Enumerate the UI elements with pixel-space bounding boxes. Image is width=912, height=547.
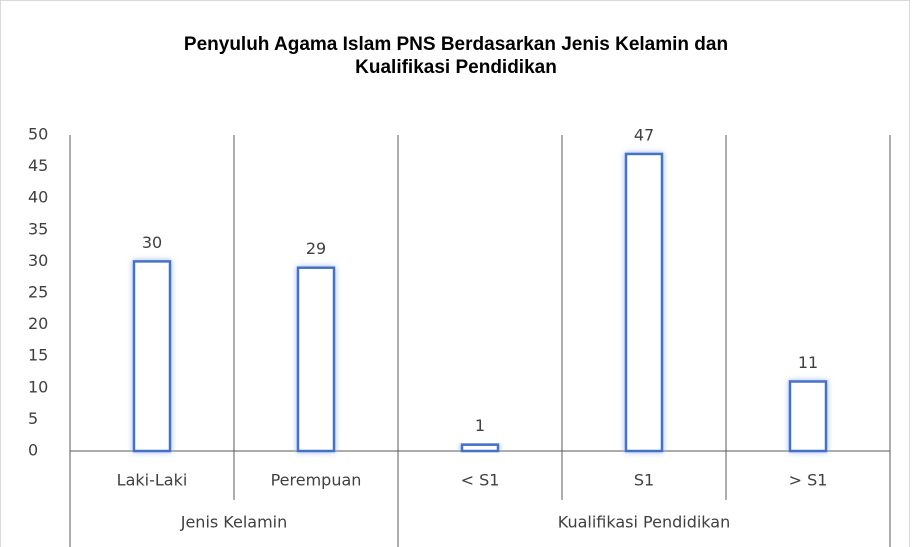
y-tick-label: 5 [28,409,38,428]
data-label: 1 [475,416,485,435]
bar [296,266,336,453]
x-tick-label: < S1 [461,471,500,490]
y-tick-label: 45 [28,156,48,175]
group-label: Kualifikasi Pendidikan [558,513,730,532]
bar [624,152,664,453]
chart-title: Penyuluh Agama Islam PNS Berdasarkan Jen… [184,34,728,55]
bar [460,443,500,453]
data-label: 30 [142,233,162,252]
y-tick-label: 35 [28,219,48,238]
data-label: 29 [306,239,326,258]
y-tick-label: 0 [28,441,38,460]
bar [132,260,172,453]
x-tick-label: Laki-Laki [117,471,188,490]
y-tick-label: 10 [28,377,48,396]
y-tick-label: 50 [28,125,48,144]
y-tick-label: 30 [28,251,48,270]
chart-title: Kualifikasi Pendidikan [355,57,557,78]
x-tick-label: > S1 [789,471,828,490]
bar [788,380,828,453]
y-tick-label: 20 [28,314,48,333]
y-tick-label: 15 [28,346,48,365]
group-label: Jenis Kelamin [180,513,288,532]
y-tick-label: 40 [28,188,48,207]
x-tick-label: Perempuan [271,471,362,490]
y-tick-label: 25 [28,283,48,302]
x-tick-label: S1 [634,471,654,490]
data-label: 47 [634,125,654,144]
data-label: 11 [798,353,818,372]
